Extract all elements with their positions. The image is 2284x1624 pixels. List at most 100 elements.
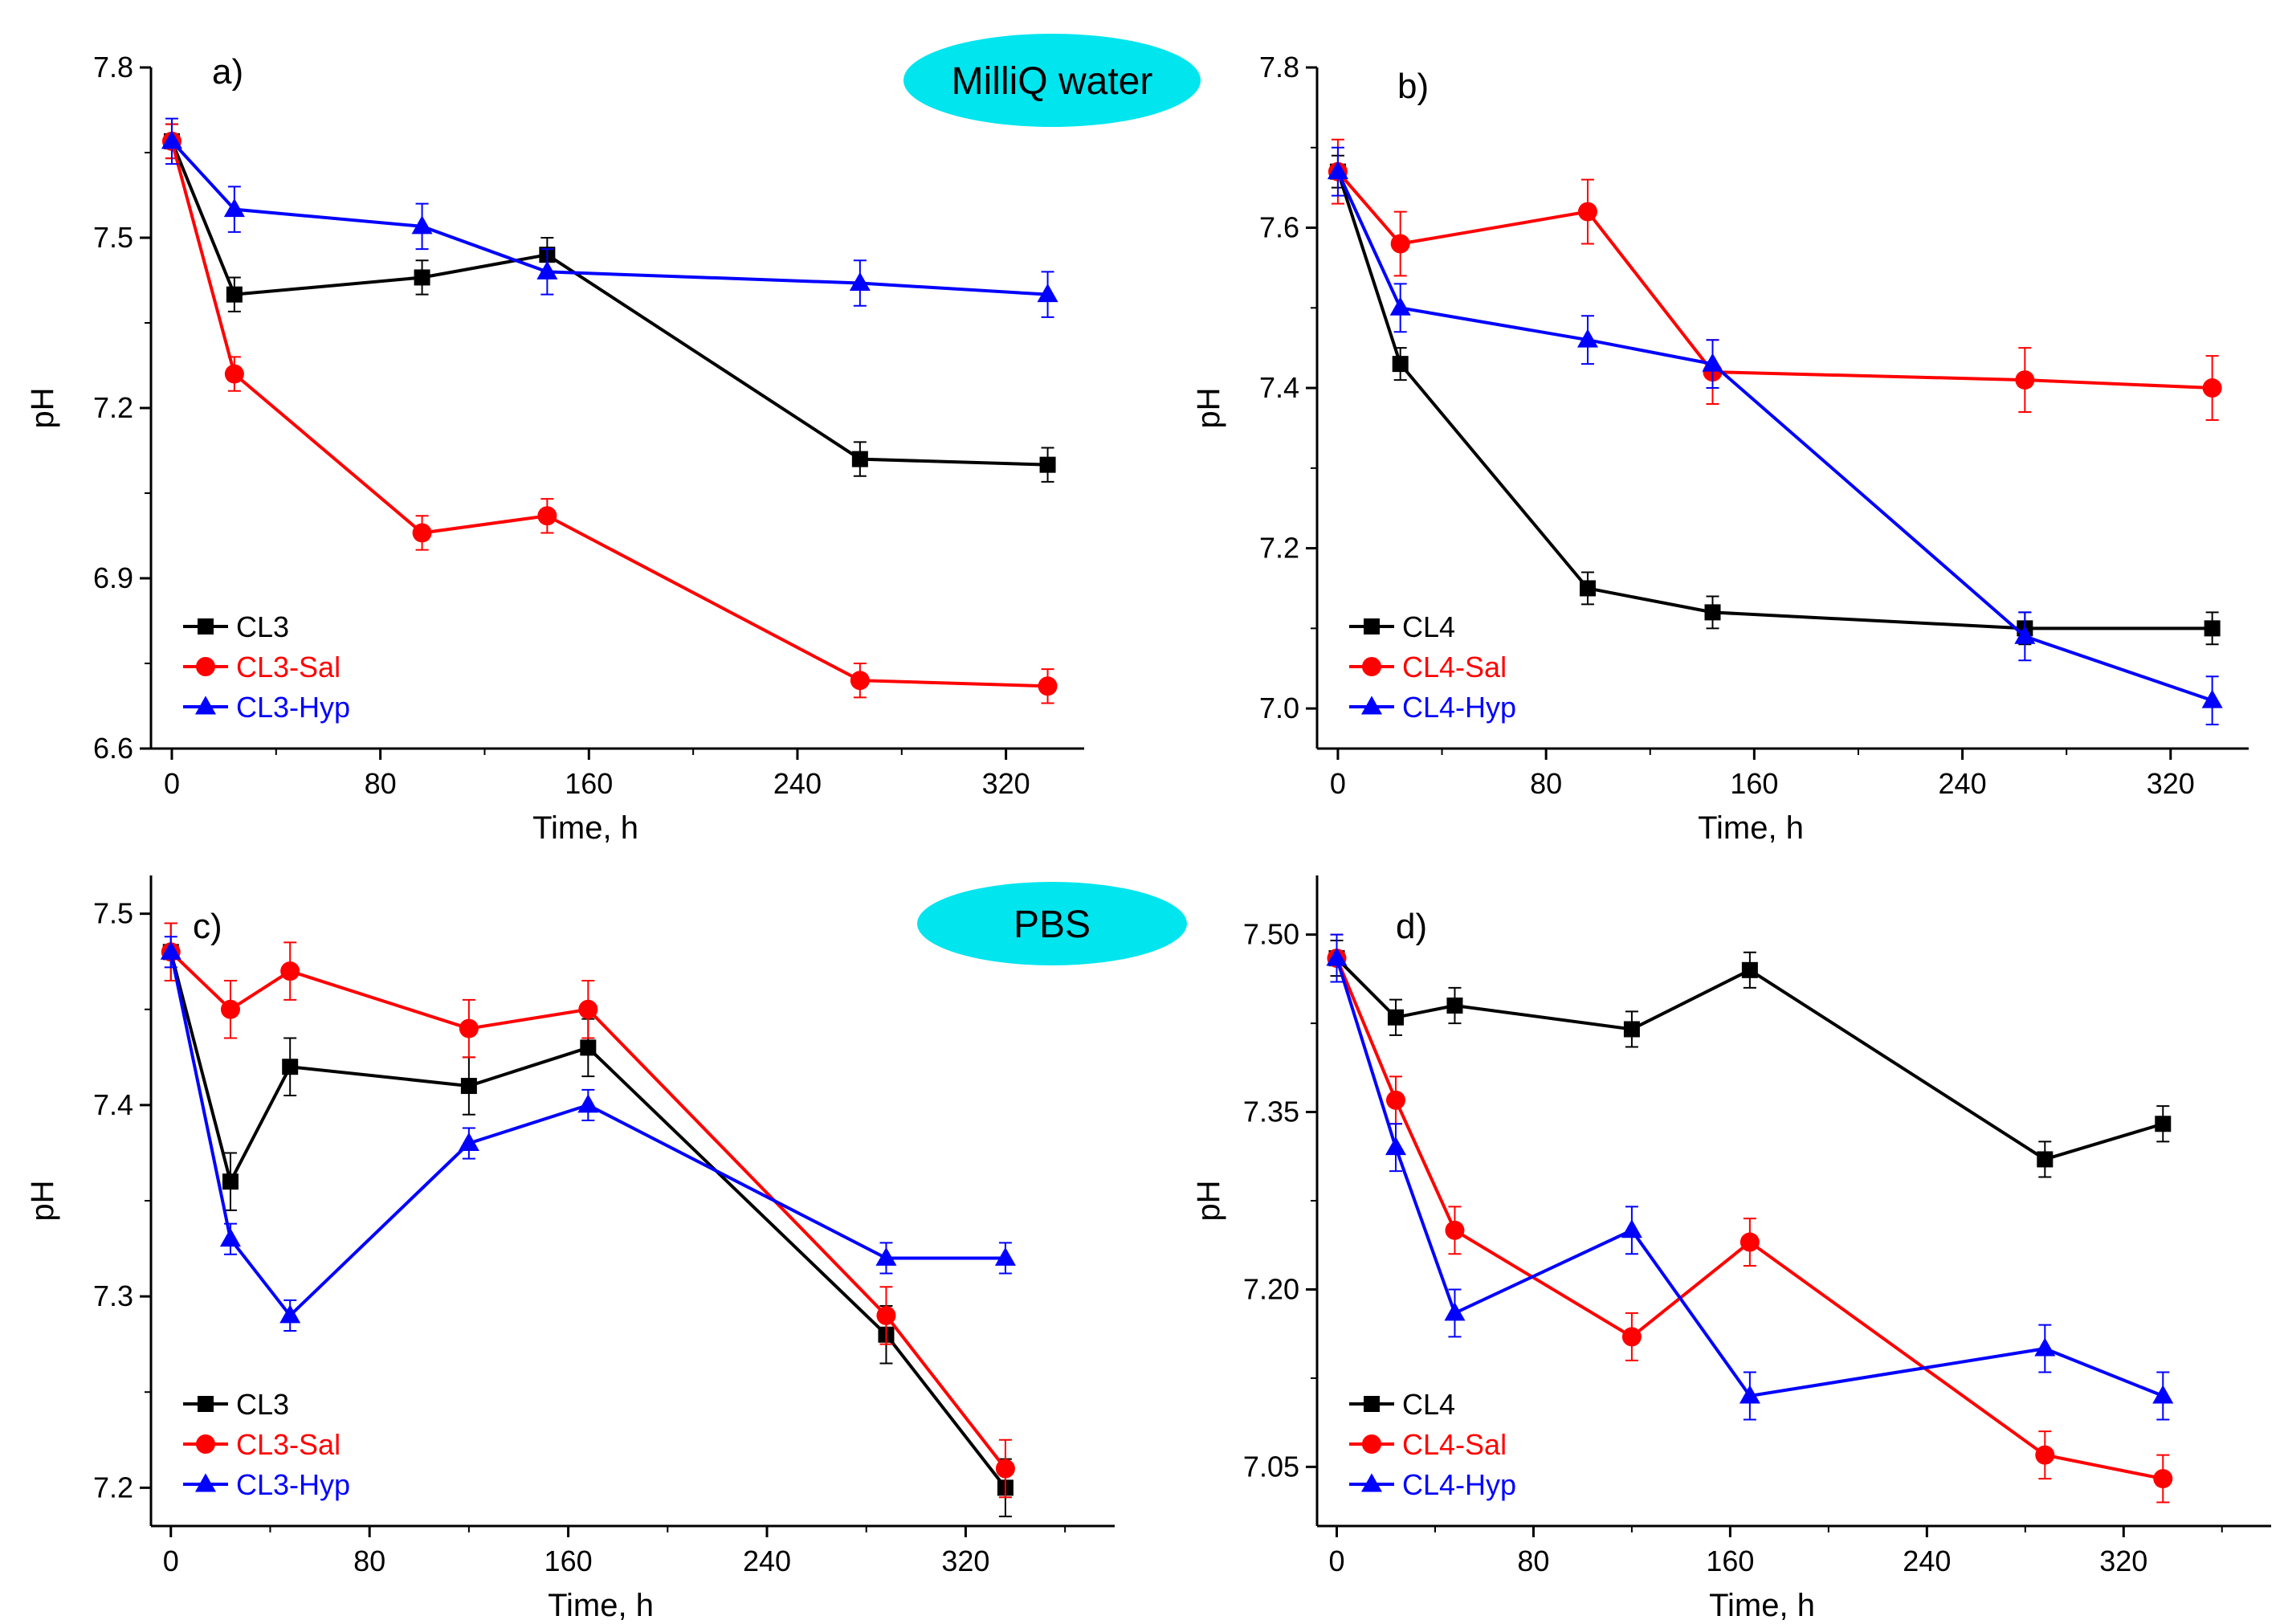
data-point	[578, 999, 598, 1019]
x-tick-label: 320	[941, 1544, 989, 1577]
x-tick-label: 0	[164, 767, 180, 800]
legend-marker	[198, 618, 214, 635]
legend-marker	[196, 1434, 215, 1454]
data-point	[223, 198, 245, 218]
panel-d: 0 80 160 240 320 7.05 7.20 7.35 7.50 Time, h pH d) C…	[1191, 875, 2271, 1623]
legend-item: CL3	[183, 1388, 289, 1421]
x-tick-label: 160	[1730, 767, 1778, 800]
data-point	[1392, 356, 1409, 373]
panel-c: 0 80 160 240 320 7.2 7.3 7.4 7.5 Time, h pH c) PBS CL…	[25, 875, 1187, 1623]
data-point	[161, 130, 182, 149]
series-cl4	[1328, 940, 2172, 1178]
x-tick-label: 160	[1706, 1544, 1754, 1577]
y-tick-label: 7.50	[1243, 918, 1299, 951]
data-point	[2037, 1151, 2054, 1168]
data-point	[1576, 328, 1599, 348]
x-tick-label: 240	[773, 767, 822, 800]
y-tick-label: 7.2	[1259, 532, 1299, 565]
legend-marker	[1364, 618, 1380, 635]
data-point	[280, 961, 300, 981]
series-line	[1336, 170, 2213, 703]
data-point	[1326, 947, 1348, 966]
badge-ellipse	[903, 34, 1201, 127]
x-tick-label: 80	[353, 1544, 385, 1577]
data-point	[1444, 1302, 1466, 1321]
legend-marker	[198, 1396, 214, 1412]
x-tick-label: 80	[365, 767, 397, 800]
data-point	[219, 1227, 241, 1247]
legend-item: CL3-Hyp	[183, 1468, 350, 1501]
legend-label: CL4	[1402, 1388, 1455, 1421]
data-point	[580, 1039, 597, 1056]
y-tick-label: 6.6	[93, 732, 133, 765]
badge-ellipse	[917, 882, 1187, 965]
data-point	[160, 941, 181, 960]
panel-label: a)	[212, 52, 243, 92]
y-tick-label: 7.20	[1243, 1272, 1299, 1305]
data-point	[414, 269, 430, 286]
panel-label: b)	[1397, 67, 1429, 106]
series-cl4-hyp	[1326, 933, 2174, 1421]
data-point	[1741, 961, 1758, 978]
y-tick-label: 7.05	[1243, 1450, 1299, 1483]
x-axis-title: Time, h	[548, 1588, 654, 1623]
legend-marker	[196, 657, 215, 676]
y-tick-label: 7.2	[93, 391, 133, 424]
series-line	[1336, 171, 2213, 630]
data-point	[1445, 1220, 1465, 1240]
data-point	[577, 1094, 599, 1113]
legend-label: CL4-Sal	[1402, 1428, 1507, 1461]
data-point	[537, 506, 557, 526]
legend-label: CL3	[236, 1388, 289, 1421]
data-point	[282, 1059, 299, 1075]
series-cl4	[1329, 154, 2221, 646]
data-point	[849, 271, 871, 291]
series-cl3-hyp	[160, 936, 1016, 1332]
data-point	[1390, 234, 1410, 254]
data-point	[1704, 604, 1721, 621]
series-line	[170, 141, 1048, 688]
data-point	[1621, 1219, 1642, 1238]
data-point	[1621, 1327, 1642, 1347]
legend-item: CL4	[1349, 1388, 1455, 1421]
data-point	[1327, 161, 1348, 180]
data-point	[2153, 1469, 2173, 1489]
legend-item: CL4-Sal	[1349, 651, 1507, 683]
data-point	[994, 1247, 1016, 1266]
series-cl3-sal	[161, 123, 1058, 704]
x-tick-label: 80	[1517, 1544, 1549, 1577]
y-axis-title: pH	[1191, 1180, 1226, 1221]
series-line	[170, 141, 1048, 467]
data-point	[1579, 580, 1596, 597]
data-point	[459, 1018, 479, 1038]
data-point	[411, 215, 433, 235]
x-tick-label: 320	[982, 767, 1030, 800]
badge-label: MilliQ water	[952, 60, 1153, 103]
y-tick-label: 7.5	[93, 897, 133, 930]
series-line	[170, 140, 1048, 296]
x-tick-label: 0	[163, 1544, 179, 1577]
data-point	[1739, 1385, 1760, 1404]
x-tick-label: 240	[1939, 767, 1987, 800]
data-point	[222, 1173, 239, 1190]
data-point	[1577, 202, 1597, 222]
legend-label: CL3-Hyp	[236, 691, 350, 724]
legend-marker	[1360, 1473, 1383, 1492]
legend-item: CL3	[183, 610, 289, 643]
y-tick-label: 6.9	[93, 561, 133, 594]
legend-label: CL4	[1402, 610, 1455, 643]
data-point	[2034, 1337, 2056, 1357]
series-line	[1336, 170, 2213, 390]
legend-label: CL3-Hyp	[236, 1468, 350, 1501]
legend-label: CL3-Sal	[236, 1428, 341, 1461]
data-point	[2152, 1385, 2174, 1404]
data-point	[1038, 676, 1058, 696]
x-tick-label: 320	[2147, 767, 2195, 800]
panel-label: c)	[193, 907, 222, 946]
data-point	[2204, 620, 2221, 637]
data-point	[2202, 378, 2222, 398]
data-point	[458, 1132, 479, 1151]
legend-marker	[1362, 1434, 1381, 1454]
data-point	[1385, 1136, 1406, 1156]
x-tick-label: 240	[743, 1544, 791, 1577]
